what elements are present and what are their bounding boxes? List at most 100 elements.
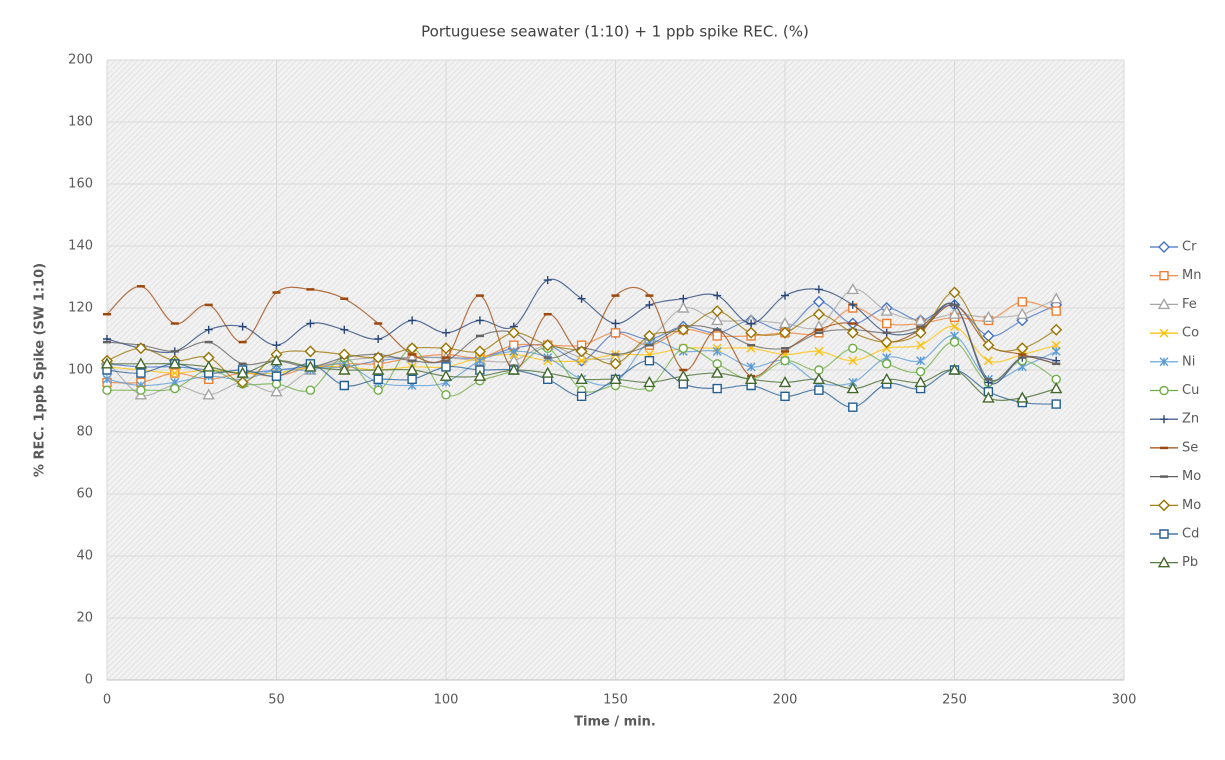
y-tick-label: 20 [76,611,93,626]
legend-label: Cu [1182,383,1199,398]
marker [678,379,688,389]
x-tick-label: 0 [103,693,111,708]
marker [170,383,180,394]
chart-title: Portuguese seawater (1:10) + 1 ppb spike… [421,23,809,41]
x-tick-label: 200 [773,693,798,708]
marker [271,371,282,381]
legend-marker [1159,328,1169,338]
marker [543,276,552,285]
marker [272,341,281,350]
marker [848,343,858,353]
marker [882,343,892,353]
marker [814,365,824,375]
marker [270,385,283,397]
marker [950,322,959,332]
marker [711,366,724,378]
marker [577,294,586,303]
marker [338,348,351,361]
marker [304,345,317,358]
marker [982,391,995,403]
marker [713,291,722,300]
marker [948,286,961,299]
marker [880,336,893,349]
marker [747,319,756,328]
marker [407,374,417,384]
legend-marker [1157,297,1171,310]
marker [779,326,791,339]
marker [1050,292,1063,304]
y-tick-label: 120 [68,301,93,316]
marker [678,343,688,353]
marker [202,388,215,400]
marker [712,331,722,341]
marker [202,360,215,372]
marker [812,372,826,384]
marker [102,374,112,384]
y-tick-label: 180 [68,115,93,130]
marker [204,325,213,334]
marker [236,366,249,378]
x-tick-label: 100 [434,693,459,708]
marker [373,385,383,395]
marker [575,372,588,384]
legend-label: Ni [1182,354,1195,369]
marker [271,379,282,389]
marker [677,323,690,336]
y-tick-label: 140 [68,239,93,254]
legend-marker [1159,357,1169,367]
marker [238,322,247,331]
marker [712,383,722,394]
marker [509,346,519,356]
marker [576,391,587,402]
marker [541,339,554,352]
marker [408,316,417,325]
marker [677,369,690,381]
marker [814,346,824,356]
legend-label: Se [1182,440,1198,455]
marker [340,325,349,334]
y-tick-label: 80 [76,425,93,440]
marker [440,342,452,355]
marker [711,313,724,326]
marker [134,357,148,369]
marker [778,375,792,388]
marker [1017,297,1027,307]
marker [611,319,620,328]
series [101,286,1063,389]
marker [1016,391,1029,403]
y-tick-label: 160 [68,177,93,192]
y-tick-label: 100 [68,363,93,378]
marker [846,326,859,339]
marker [406,342,419,355]
marker [475,356,485,366]
marker [168,357,181,369]
marker [982,310,995,322]
legend-label: Zn [1182,412,1199,427]
marker [1016,342,1029,355]
marker [948,307,961,319]
marker [846,282,859,295]
y-axis-title: % REC. 1ppb Spike (SW 1:10) [33,263,48,477]
legend-label: Mo [1182,498,1201,513]
marker [916,356,926,366]
marker [405,363,419,375]
marker [270,354,283,366]
marker [780,356,790,366]
marker [711,305,724,318]
marker [814,385,824,395]
marker [949,337,960,347]
y-tick-label: 0 [85,673,93,688]
marker [679,294,688,303]
y-tick-label: 200 [68,53,93,68]
marker [372,351,385,364]
marker [645,300,654,309]
marker [880,304,893,316]
x-tick-label: 250 [942,693,967,708]
marker [745,326,758,339]
marker [882,318,892,329]
marker [372,363,385,375]
marker [609,357,622,370]
x-axis-title: Time / min. [574,715,656,730]
marker [643,329,656,342]
marker [644,356,655,366]
